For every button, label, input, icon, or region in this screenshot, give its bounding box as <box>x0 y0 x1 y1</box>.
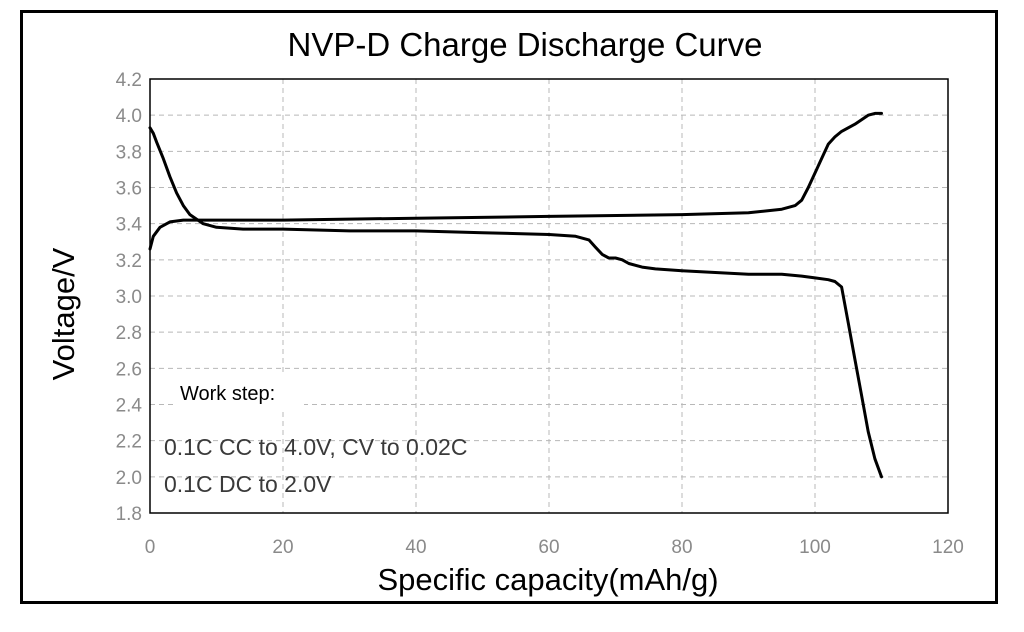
x-axis-label: Specific capacity(mAh/g) <box>377 562 718 597</box>
y-tick-label: 2.0 <box>116 468 142 489</box>
y-tick-label: 3.6 <box>116 179 142 200</box>
x-tick-label: 100 <box>799 537 831 558</box>
tick-labels: 4.24.03.83.63.43.23.02.82.62.42.22.01.80… <box>116 70 964 558</box>
y-tick-label: 1.8 <box>116 504 142 525</box>
y-tick-label: 2.4 <box>116 396 143 417</box>
y-tick-label: 3.4 <box>116 215 143 236</box>
series-lines <box>148 111 883 479</box>
x-tick-label: 80 <box>671 537 692 558</box>
y-tick-label: 2.6 <box>116 359 142 380</box>
plot-area-border <box>149 78 949 514</box>
series-line-1 <box>148 111 883 251</box>
y-tick-label: 4.0 <box>116 106 142 127</box>
x-tick-label: 120 <box>932 537 964 558</box>
series-line-2 <box>148 126 883 479</box>
x-tick-label: 20 <box>272 537 293 558</box>
annotation-line-1: 0.1C CC to 4.0V, CV to 0.02C <box>164 434 467 460</box>
y-tick-label: 2.2 <box>116 432 142 453</box>
y-tick-label: 3.2 <box>116 251 142 272</box>
y-axis-label: Voltage/V <box>46 247 81 380</box>
x-tick-label: 0 <box>145 537 156 558</box>
y-tick-label: 4.2 <box>116 70 142 91</box>
chart-frame <box>20 10 998 604</box>
annotation-heading-backdrop <box>174 376 304 408</box>
y-tick-label: 2.8 <box>116 323 142 344</box>
y-tick-label: 3.0 <box>116 287 142 308</box>
chart-title: NVP-D Charge Discharge Curve <box>287 26 762 63</box>
y-tick-label: 3.8 <box>116 142 142 163</box>
annotation-heading: Work step: <box>180 383 275 405</box>
grid-lines <box>150 79 948 513</box>
annotation-line-2: 0.1C DC to 2.0V <box>164 471 332 497</box>
x-tick-label: 60 <box>538 537 559 558</box>
x-tick-label: 40 <box>405 537 426 558</box>
